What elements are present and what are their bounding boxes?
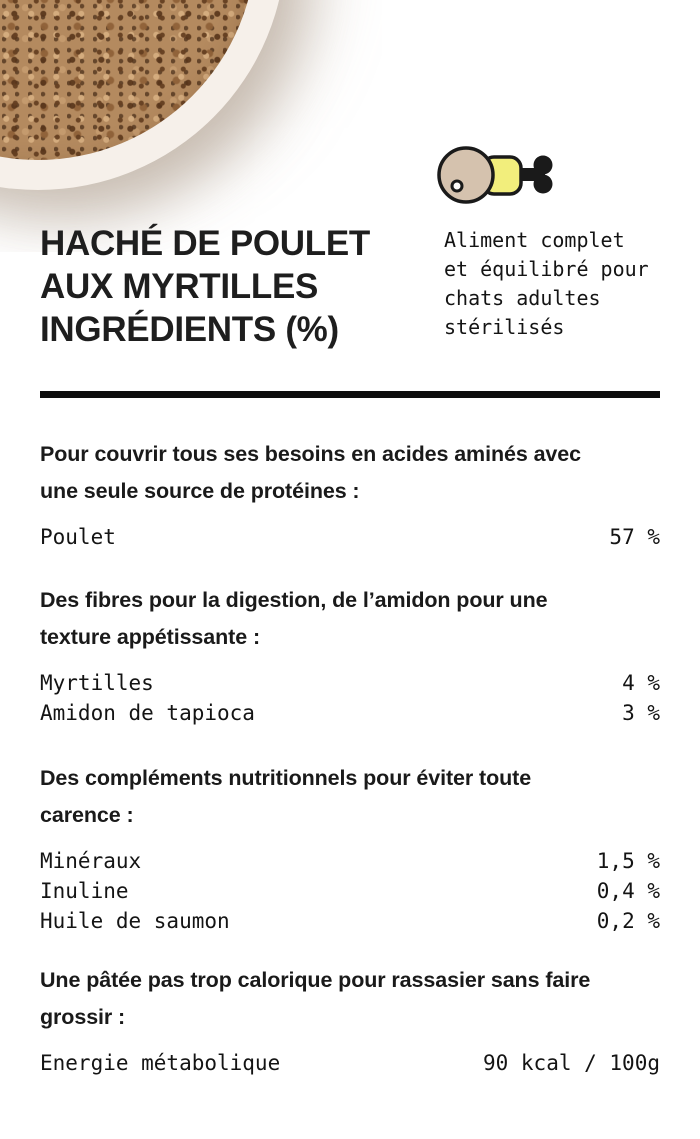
header-divider: [40, 391, 660, 398]
product-title: HACHÉ DE POULET AUX MYRTILLES INGRÉDIENT…: [40, 224, 370, 349]
section-energy: Une pâtée pas trop calorique pour rassas…: [40, 962, 660, 1078]
ingredient-value: 1,5 %: [596, 849, 660, 873]
ingredient-row: Energie métabolique 90 kcal / 100g: [40, 1048, 660, 1078]
ingredient-name: Amidon de tapioca: [40, 701, 255, 725]
bone-knob-top: [533, 155, 553, 175]
ingredient-row: Huile de saumon 0,2 %: [40, 906, 660, 936]
ingredients-sections: Pour couvrir tous ses besoins en acides …: [40, 398, 660, 1078]
product-subtitle: Aliment complet et équilibré pour chats …: [444, 228, 649, 339]
ingredient-value: 90 kcal / 100g: [482, 1051, 660, 1075]
ingredient-value: 0,2 %: [596, 909, 660, 933]
drumstick-meat: [437, 146, 495, 204]
drumstick-icon: [437, 146, 553, 204]
ingredient-name: Myrtilles: [40, 671, 154, 695]
drumstick-dot: [450, 179, 464, 193]
ingredient-name: Inuline: [40, 879, 129, 903]
bone-knob-bottom: [533, 174, 553, 194]
ingredient-value: 3 %: [622, 701, 660, 725]
ingredient-name: Minéraux: [40, 849, 142, 873]
section-heading: Des compléments nutritionnels pour évite…: [40, 766, 532, 827]
ingredient-row: Poulet 57 %: [40, 522, 660, 552]
section-heading: Pour couvrir tous ses besoins en acides …: [40, 442, 581, 503]
ingredient-row: Myrtilles 4 %: [40, 668, 660, 698]
bowl-food-texture: [0, 0, 256, 160]
section-supplements: Des compléments nutritionnels pour évite…: [40, 760, 660, 936]
ingredient-name: Poulet: [40, 525, 116, 549]
ingredient-row: Amidon de tapioca 3 %: [40, 698, 660, 728]
section-fibers-starch: Des fibres pour la digestion, de l’amido…: [40, 582, 660, 728]
section-proteins: Pour couvrir tous ses besoins en acides …: [40, 436, 660, 552]
ingredient-row: Minéraux 1,5 %: [40, 846, 660, 876]
ingredient-row: Inuline 0,4 %: [40, 876, 660, 906]
ingredient-value: 57 %: [609, 525, 660, 549]
ingredient-name: Huile de saumon: [40, 909, 230, 933]
food-bowl-photo: [0, 0, 400, 252]
section-heading: Des fibres pour la digestion, de l’amido…: [40, 588, 548, 649]
ingredient-value: 0,4 %: [596, 879, 660, 903]
ingredient-name: Energie métabolique: [40, 1051, 281, 1075]
ingredient-value: 4 %: [622, 671, 660, 695]
section-heading: Une pâtée pas trop calorique pour rassas…: [40, 968, 591, 1029]
bowl-rim: [0, 0, 286, 190]
